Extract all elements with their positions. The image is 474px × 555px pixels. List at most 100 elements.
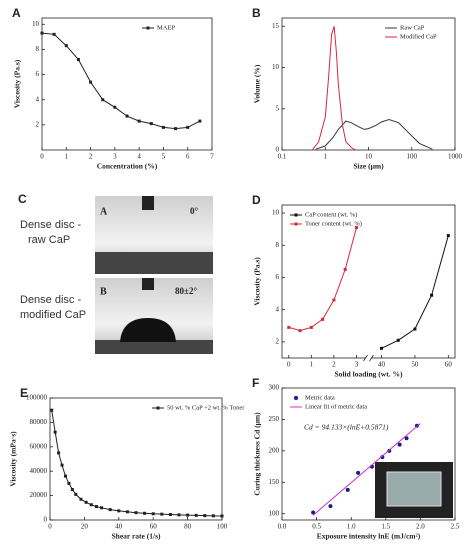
point [94,505,98,509]
x-tick-label: 0 [40,153,44,161]
y-tick-label: 15 [272,22,280,30]
photo-base [95,340,213,354]
point [194,513,198,517]
x-tick-label: 0.0 [278,523,287,531]
point [67,481,71,485]
plot-frame [41,17,213,151]
y-axis-label: Viscosity (Pa.s) [13,59,22,108]
y-tick-label: 100 [269,509,280,517]
series-line [311,26,356,151]
point [198,119,202,123]
point [74,492,78,496]
y-tick-label: 0 [44,516,48,524]
legend-label: Modified CaP [400,33,437,40]
legend-swatch [294,213,298,217]
x-tick-label: 1000 [448,153,463,161]
point [328,504,333,509]
y-tick-label: 4 [276,305,280,313]
series-line [41,32,201,130]
point [380,346,384,350]
photo-tag: A [100,206,108,217]
point [211,514,215,518]
x-tick-label: 4 [137,153,141,161]
point [100,506,104,510]
legend-label: MAEP [157,24,175,31]
needle [142,196,154,210]
point [149,122,153,126]
point [404,436,409,441]
panel-label: D [252,193,261,207]
x-tick-label: 1.5 [381,523,390,531]
point [117,509,121,513]
point [60,463,64,467]
legend-label: Raw CaP [400,24,425,31]
panel-label: E [20,386,28,400]
y-axis-label: Viscosity (Pa.s) [253,257,262,306]
x-axis-label: Concentration (%) [97,162,158,171]
point [311,510,316,515]
point [287,325,291,329]
x-tick-label: 1 [324,153,328,161]
y-tick-label: 6 [276,273,280,281]
y-tick-label: 20000 [30,491,48,499]
x-tick-label: 3 [113,153,117,161]
point [125,510,129,514]
y-tick-label: 0 [276,146,280,154]
point [380,455,385,460]
x-tick-label: 0.1 [278,153,287,161]
x-axis-label: Shear rate (1/s) [111,532,161,541]
point [413,327,417,331]
droplet [120,318,176,342]
point [113,105,117,109]
x-tick-label: 20 [81,523,89,531]
y-axis-label: Curing thickness Cd (μm) [253,412,262,496]
panel-label: B [252,6,261,20]
point [177,513,181,517]
series-line [51,410,223,517]
x-tick-label: 0 [48,523,52,531]
point [40,31,44,35]
point [125,114,129,118]
point [79,497,83,501]
point [203,514,207,518]
y-tick-label: 250 [269,415,280,423]
series-line [315,118,433,150]
x-axis-label: Exposure intensity lnE (mJ/cm²) [317,532,421,541]
angle: 0° [190,206,199,216]
point [89,80,93,84]
point [186,125,190,129]
series-line [312,423,421,516]
legend-swatch [156,406,160,410]
plot-frame [281,204,456,359]
x-tick-label: 2.5 [451,523,460,531]
point [84,500,88,504]
x-tick-label: 7 [210,153,214,161]
plot-frame [49,397,223,521]
x-tick-label: 80 [184,523,192,531]
y-tick-label: 60000 [30,442,48,450]
panel-label: F [252,376,259,390]
x-tick-label: 40 [115,523,123,531]
x-tick-label: 1 [310,361,314,369]
annotation: Cd = 94.133×(lnE+0.5871) [304,423,389,432]
photo-panel: C Dense disc - raw CaP Dense disc - modi… [18,192,213,354]
legend-label: Linear fit of metric data [305,403,367,410]
inset-photo-part [386,471,442,507]
point [76,57,80,61]
y-tick-label: 300 [269,384,280,392]
x-tick-label: 100 [407,153,418,161]
point [70,488,74,491]
y-axis-label: Viscosity (mPa·s) [9,431,18,487]
series-line [288,227,357,332]
point [89,503,93,507]
y-tick-label: 5 [276,104,280,112]
y-axis-label: Volume (%) [253,64,262,103]
point [108,508,112,512]
y-tick-label: 80000 [30,418,48,426]
point [345,487,350,492]
axis-break-mark [363,354,374,362]
point [186,513,190,517]
point [220,514,224,518]
point [64,44,68,48]
point [430,293,434,297]
